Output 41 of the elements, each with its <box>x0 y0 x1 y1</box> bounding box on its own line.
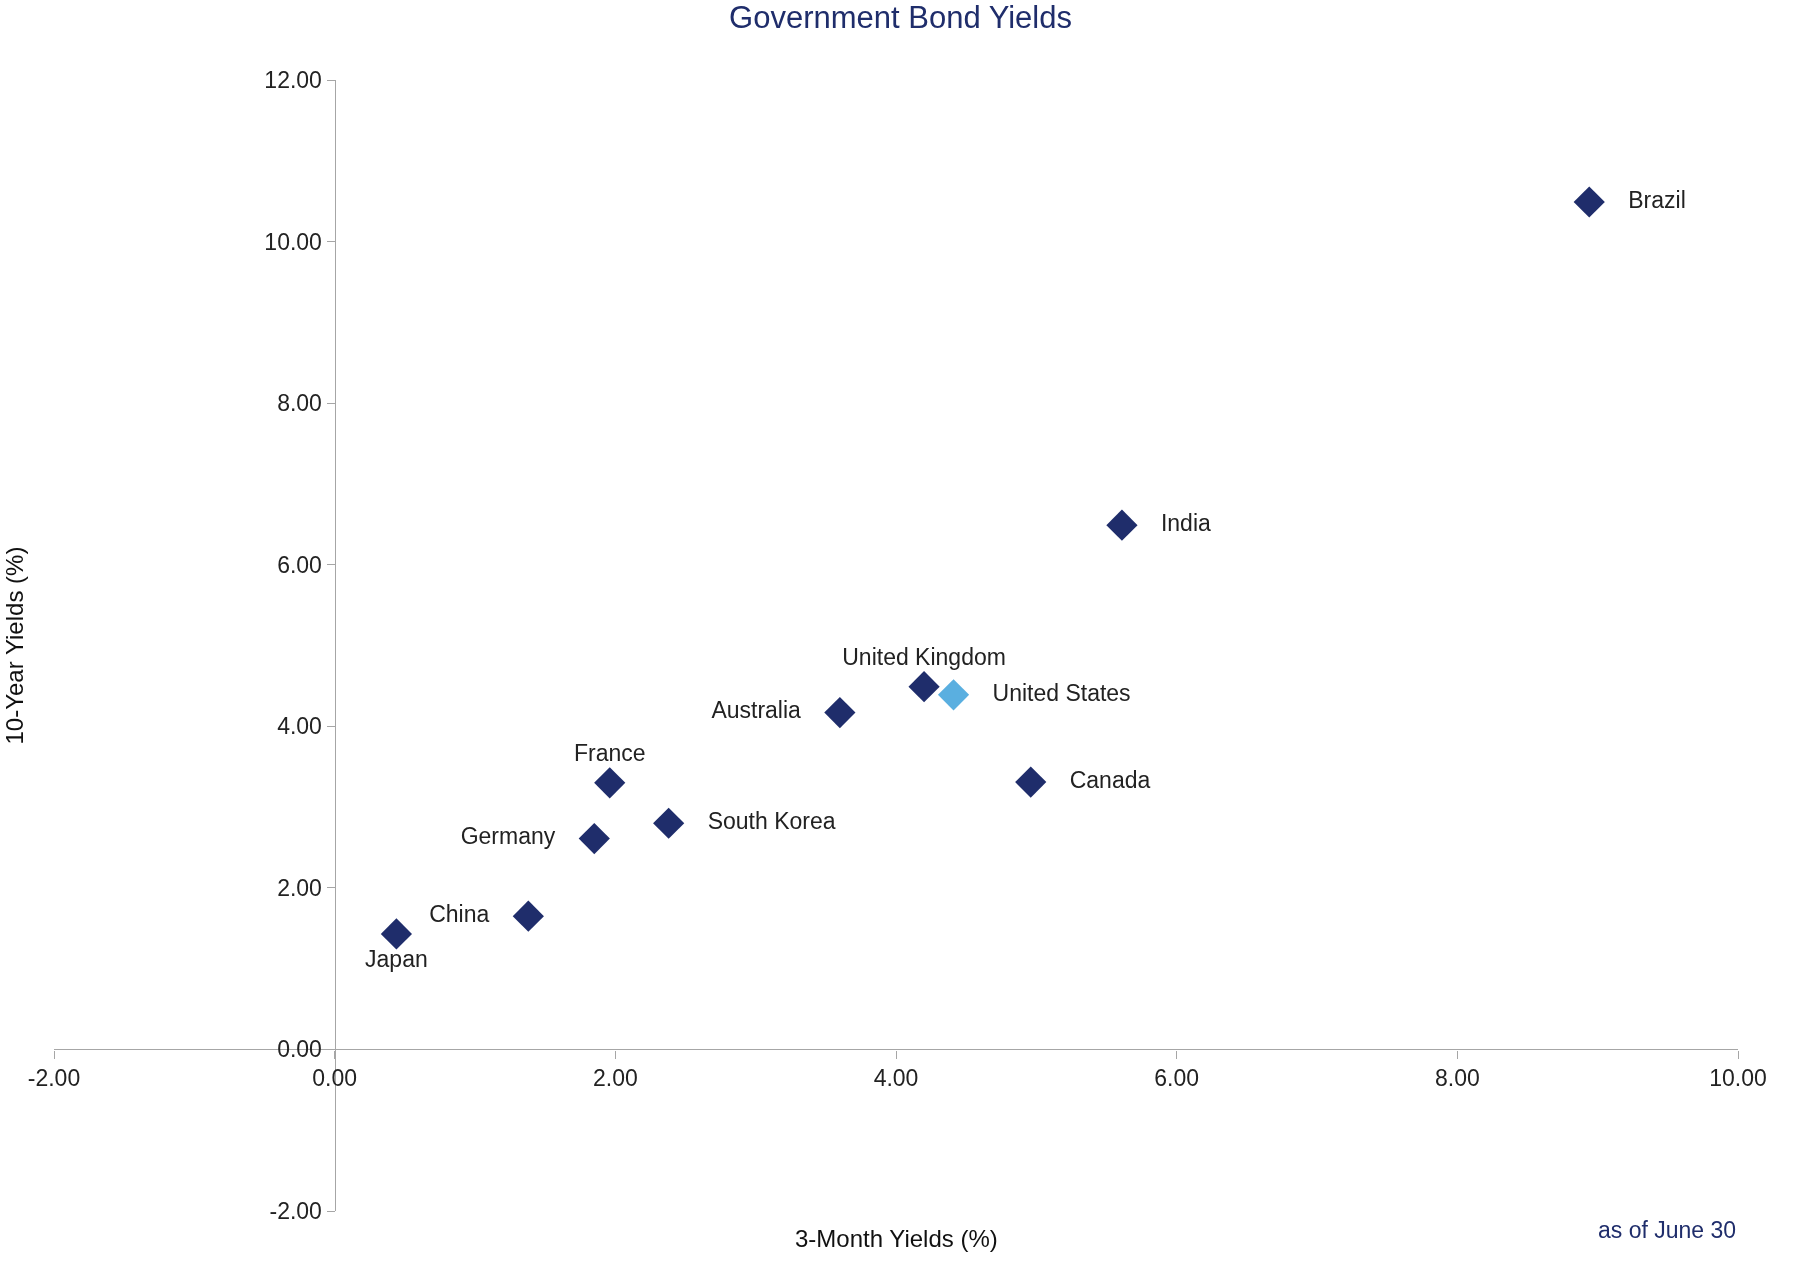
series-label: India <box>1137 509 1234 536</box>
series-label: France <box>550 740 669 767</box>
series-label: Germany <box>437 823 579 850</box>
series-label: South Korea <box>684 807 859 834</box>
point <box>1015 766 1047 798</box>
chart-title: Government Bond Yields <box>729 0 1072 36</box>
y-tick-label: 6.00 <box>277 551 322 578</box>
text: as of June 30 <box>1598 1217 1737 1243</box>
point <box>937 679 970 711</box>
y-tick-label: 0.00 <box>277 1036 322 1063</box>
x-tick-label: 10.00 <box>1709 1065 1767 1092</box>
point <box>594 767 626 799</box>
x-tick-label: 2.00 <box>592 1065 638 1092</box>
series-label: Australia <box>688 697 824 724</box>
x-tick-label: 4.00 <box>873 1065 919 1092</box>
point <box>824 696 856 729</box>
series-label: Brazil <box>1605 186 1709 213</box>
point <box>578 822 610 855</box>
point <box>380 918 413 950</box>
y-tick-label: 12.00 <box>264 67 322 94</box>
series-label: Canada <box>1046 766 1174 793</box>
x-tick-label: -2.00 <box>27 1065 81 1092</box>
x-axis-title: 3-Month Yields (%) <box>795 1225 998 1252</box>
y-tick-label: 10.00 <box>264 228 322 255</box>
y-tick-label: 8.00 <box>277 390 322 417</box>
series-label: United Kingdom <box>819 643 1029 670</box>
point <box>908 671 940 703</box>
x-tick-label: 6.00 <box>1154 1065 1200 1092</box>
point <box>653 807 685 839</box>
x-tick-label: 0.00 <box>312 1065 358 1092</box>
series-label: United States <box>969 679 1154 706</box>
y-tick-label: 2.00 <box>277 874 322 901</box>
point <box>1573 186 1605 218</box>
series-label: Japan <box>342 946 451 973</box>
x-tick-label: 8.00 <box>1434 1065 1480 1092</box>
series-label: China <box>406 900 513 927</box>
y-axis-title: 10-Year Yields (%) <box>0 546 28 745</box>
point <box>1106 509 1138 541</box>
point <box>512 900 544 932</box>
y-tick-label: 4.00 <box>277 713 322 740</box>
y-tick-label: -2.00 <box>269 1198 322 1225</box>
